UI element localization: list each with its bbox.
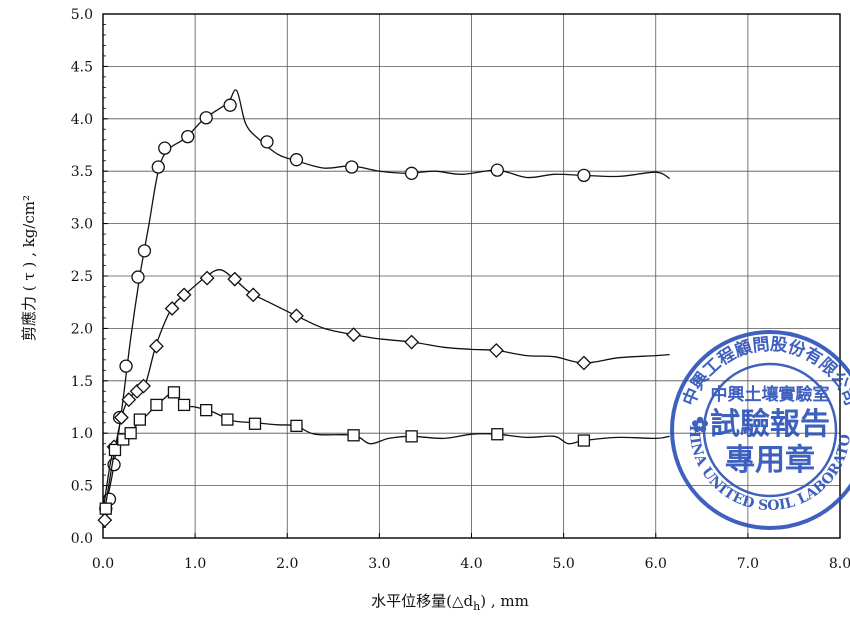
diamond-marker xyxy=(164,301,180,316)
axes xyxy=(102,13,841,539)
square-marker xyxy=(347,429,360,442)
y-tick-label: 1.0 xyxy=(71,426,93,442)
x-axis-title-subscript: h xyxy=(473,600,480,613)
y-tick-label: 3.5 xyxy=(71,164,93,180)
square-marker xyxy=(167,386,181,399)
square-marker xyxy=(133,413,147,426)
circle-marker xyxy=(181,129,195,144)
series-circle xyxy=(99,89,670,518)
x-tick-label: 4.0 xyxy=(460,556,482,572)
square-marker xyxy=(405,430,418,443)
y-tick-label: 3.0 xyxy=(71,217,93,233)
diamond-marker xyxy=(97,512,113,528)
y-tick-label: 1.5 xyxy=(71,374,93,390)
y-tick-label: 2.5 xyxy=(71,269,93,285)
diamond-marker xyxy=(114,410,129,425)
x-tick-label: 5.0 xyxy=(552,556,574,572)
x-axis-title-main: 水平位移量(△d xyxy=(371,592,473,610)
x-axis-title: 水平位移量(△dh) , mm xyxy=(371,592,529,613)
diamond-marker xyxy=(136,378,151,394)
stamp-seal: 中興工程顧問股份有限公司 CHINA UNITED SOIL LABORATOR… xyxy=(670,330,850,530)
diamond-marker xyxy=(346,327,361,343)
x-tick-label: 6.0 xyxy=(645,556,667,572)
y-tick-label: 0.0 xyxy=(71,531,93,547)
diamond-marker xyxy=(149,338,164,354)
circle-marker xyxy=(131,270,145,284)
series-square xyxy=(99,386,670,515)
square-marker xyxy=(200,403,213,417)
y-tick-label: 4.5 xyxy=(71,59,93,75)
series-diamond xyxy=(97,269,670,528)
y-tick-label: 2.0 xyxy=(71,321,93,337)
square-marker xyxy=(99,502,112,515)
circle-marker xyxy=(223,98,237,112)
square-marker xyxy=(124,427,137,440)
stamp-line-2: 專用章 xyxy=(725,443,815,478)
circle-marker xyxy=(137,244,152,258)
circle-marker xyxy=(151,160,165,174)
stamp-line-1: 試驗報告 xyxy=(710,407,830,442)
x-tick-label: 1.0 xyxy=(184,556,206,572)
stamp-lab-name: 中興土壤實驗室 xyxy=(711,384,830,405)
y-tick-label: 5.0 xyxy=(71,7,93,23)
series-line xyxy=(102,269,670,523)
circle-marker xyxy=(289,153,304,167)
x-axis-title-suffix: ) , mm xyxy=(480,592,529,610)
diamond-marker xyxy=(227,271,243,287)
circle-marker xyxy=(404,166,419,180)
diamond-marker xyxy=(245,287,261,303)
square-marker xyxy=(117,433,130,446)
grid xyxy=(102,13,841,539)
x-tick-label: 3.0 xyxy=(368,556,390,572)
square-marker xyxy=(290,419,303,433)
series-line xyxy=(102,89,670,518)
x-tick-label: 2.0 xyxy=(276,556,298,572)
square-marker xyxy=(108,443,122,457)
diamond-marker xyxy=(576,355,592,371)
square-marker xyxy=(248,417,262,430)
plot-frame xyxy=(102,13,841,539)
data-series xyxy=(97,89,670,528)
square-marker xyxy=(150,398,163,412)
diamond-marker xyxy=(176,287,192,303)
stamp-outer-ring xyxy=(670,330,850,530)
tick-labels: 0.0 1.0 2.0 3.0 4.0 5.0 6.0 7.0 8.0 0.0 0.5 1.0 1.5 2… xyxy=(71,7,850,572)
circle-marker xyxy=(490,163,504,177)
plum-blossom-icon xyxy=(692,416,708,433)
y-tick-label: 0.5 xyxy=(71,479,93,495)
circle-marker xyxy=(119,359,133,373)
circle-marker xyxy=(345,160,359,174)
square-marker xyxy=(177,398,191,412)
diamond-marker xyxy=(289,308,304,324)
x-tick-label: 0.0 xyxy=(92,556,114,572)
diamond-marker xyxy=(199,270,215,286)
y-axis-title: 剪應力 ( τ ) , kg/cm² xyxy=(20,195,38,341)
circle-marker xyxy=(199,111,213,125)
circle-marker xyxy=(577,168,591,183)
square-marker xyxy=(491,428,504,441)
y-tick-label: 4.0 xyxy=(71,112,93,128)
x-tick-label: 8.0 xyxy=(829,556,850,572)
circle-marker xyxy=(158,141,172,155)
x-tick-label: 7.0 xyxy=(737,556,759,572)
diamond-marker xyxy=(404,334,420,350)
square-marker xyxy=(577,434,591,447)
diamond-marker xyxy=(121,392,137,408)
circle-marker xyxy=(260,135,274,149)
square-marker xyxy=(221,413,234,426)
diamond-marker xyxy=(488,342,504,358)
